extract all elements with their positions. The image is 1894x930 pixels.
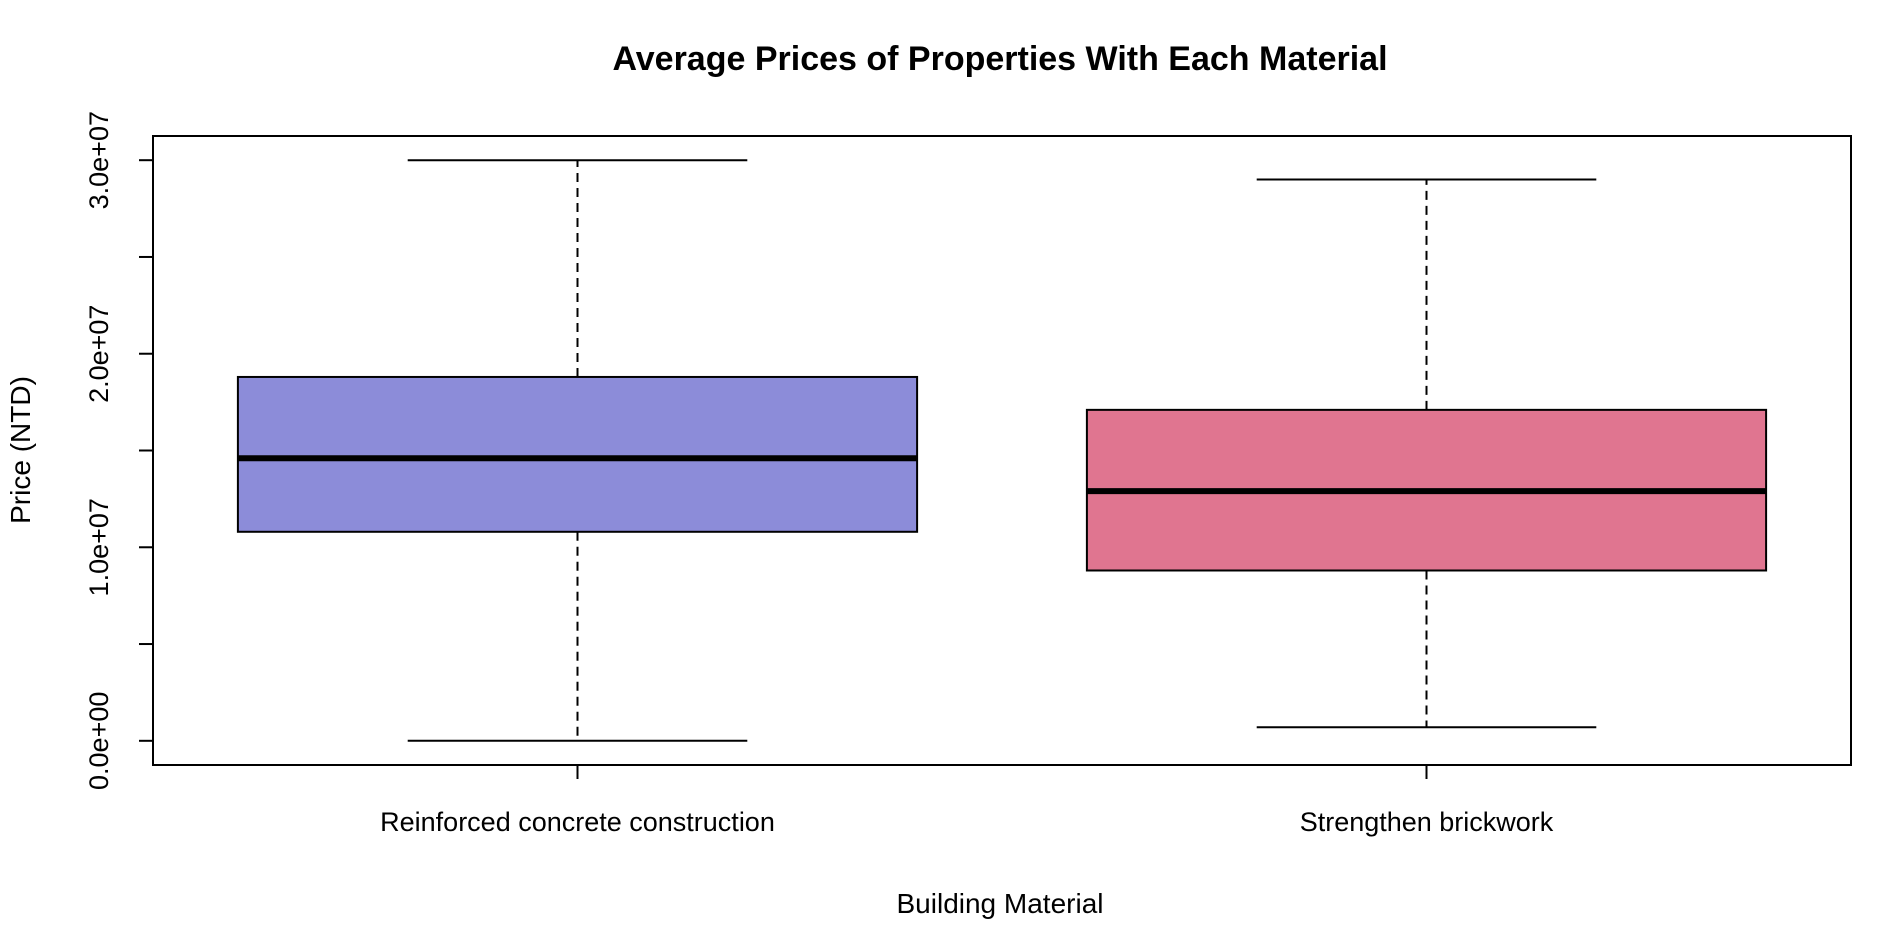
x-tick-label: Reinforced concrete construction [380, 807, 775, 837]
y-tick-label: 1.0e+07 [84, 498, 114, 596]
box [236, 375, 919, 533]
x-axis-label: Building Material [897, 888, 1104, 919]
x-axis: Reinforced concrete construction Strength… [380, 765, 1554, 837]
box-group [236, 159, 919, 742]
box-group [1085, 178, 1768, 729]
y-axis: 0.0e+00 1.0e+07 2.0e+07 3.0e+07 [84, 111, 153, 790]
y-tick-label: 0.0e+00 [84, 692, 114, 790]
y-tick-label: 3.0e+07 [84, 111, 114, 209]
x-tick-label: Strengthen brickwork [1300, 807, 1554, 837]
boxes [236, 159, 1768, 742]
y-axis-label: Price (NTD) [5, 376, 36, 524]
y-tick-label: 2.0e+07 [84, 305, 114, 403]
chart-title: Average Prices of Properties With Each M… [612, 40, 1387, 78]
